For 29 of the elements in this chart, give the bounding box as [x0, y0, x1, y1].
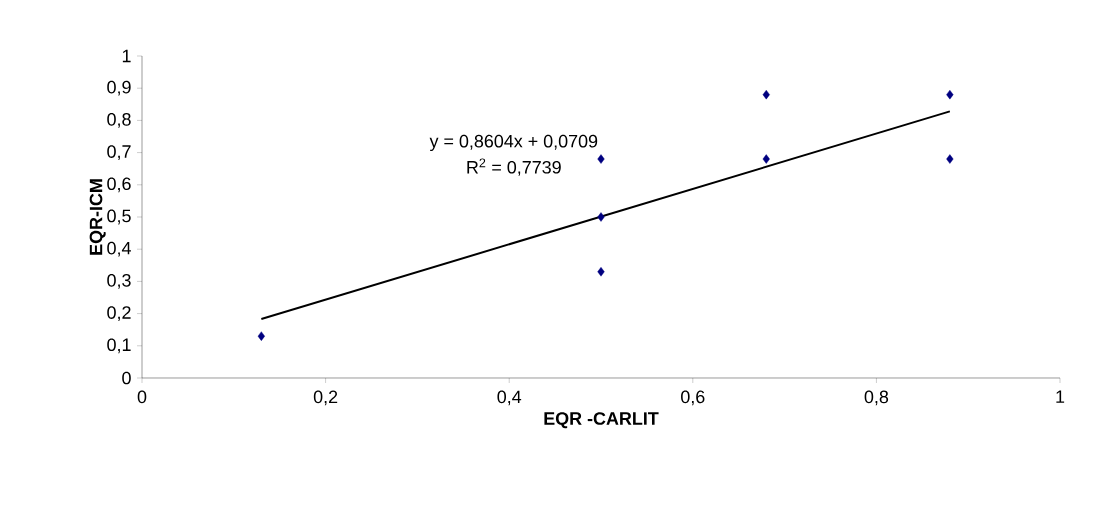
y-tick-label: 0 [122, 371, 131, 385]
y-tick-label: 0,1 [107, 338, 131, 354]
y-axis-title: EQR-ICM [89, 179, 106, 255]
point [762, 89, 770, 100]
point [597, 212, 605, 222]
annotation: R$^{2}$ = 0,7739 [467, 158, 561, 176]
point [257, 331, 265, 341]
y-tick-label: 0,8 [107, 112, 131, 128]
y-tick-label: 0,5 [107, 209, 131, 225]
y-tick-label: 0,2 [107, 306, 131, 322]
x-tick-label: 0,2 [313, 390, 338, 406]
point [946, 89, 954, 100]
x-tick-label: 1 [1056, 390, 1065, 403]
point [597, 267, 605, 277]
point [597, 154, 605, 164]
y-tick-label: 1 [122, 49, 131, 63]
y-tick-label: 0,3 [107, 273, 131, 289]
x-tick-label: 0,8 [864, 390, 889, 406]
point [762, 154, 770, 164]
x-tick-label: 0,6 [681, 390, 705, 406]
x-tick-label: 0,4 [497, 390, 522, 406]
point [946, 154, 954, 164]
annotation: y = 0,8604x + 0,0709 [429, 134, 598, 152]
x-tick-label: 0 [137, 390, 147, 404]
y-tick-label: 0,9 [107, 80, 131, 96]
y-tick-label: 0,4 [107, 241, 131, 257]
x-axis-title: EQR -CARLIT [544, 412, 659, 429]
y-tick-label: 0,6 [107, 177, 131, 193]
y-tick-label: 0,7 [107, 145, 131, 161]
